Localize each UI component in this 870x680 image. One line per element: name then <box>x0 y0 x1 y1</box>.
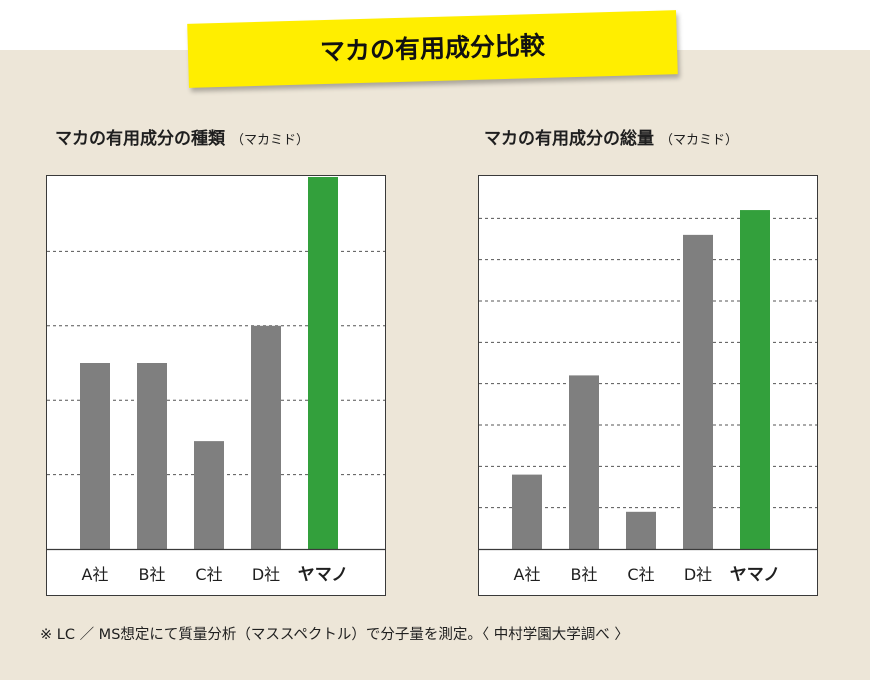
bar-5 <box>308 177 338 549</box>
x-tick-label: D社 <box>252 565 280 584</box>
bar-3 <box>626 511 656 549</box>
chart2-title: マカの有用成分の総量 <box>484 129 654 149</box>
chart2-subtitle: （マカミド） <box>660 133 739 148</box>
chart2-svg: A社 B社 C社 D社 ヤマノ <box>478 175 818 596</box>
chart1-svg: A社 B社 C社 D社 ヤマノ <box>46 175 386 596</box>
bar-1 <box>80 363 110 549</box>
bar-2 <box>137 363 167 549</box>
chart1-title-block: マカの有用成分の種類 （マカミド） <box>55 128 309 150</box>
x-tick-label: A社 <box>514 565 541 584</box>
chart1-title: マカの有用成分の種類 <box>55 129 225 149</box>
x-tick-label: B社 <box>139 565 166 584</box>
x-tick-label: D社 <box>684 565 712 584</box>
chart2-plot: A社 B社 C社 D社 ヤマノ <box>478 175 818 596</box>
x-tick-label: ヤマノ <box>298 565 349 585</box>
bar-4 <box>683 234 713 549</box>
x-tick-label: A社 <box>82 565 109 584</box>
bar-2 <box>569 375 599 549</box>
x-tick-label: C社 <box>627 565 654 584</box>
x-tick-label: B社 <box>571 565 598 584</box>
x-tick-label: C社 <box>195 565 222 584</box>
bar-3 <box>194 441 224 549</box>
bar-4 <box>251 325 281 549</box>
footnote: ※ LC ／ MS想定にて質量分析（マススペクトル）で分子量を測定。〈 中村学園… <box>40 627 629 643</box>
bar-1 <box>512 474 542 549</box>
chart2-title-block: マカの有用成分の総量 （マカミド） <box>484 128 738 150</box>
chart1-plot: A社 B社 C社 D社 ヤマノ <box>46 175 386 596</box>
bar-5 <box>740 210 770 550</box>
chart1-subtitle: （マカミド） <box>231 133 310 148</box>
x-tick-label: ヤマノ <box>730 565 781 585</box>
